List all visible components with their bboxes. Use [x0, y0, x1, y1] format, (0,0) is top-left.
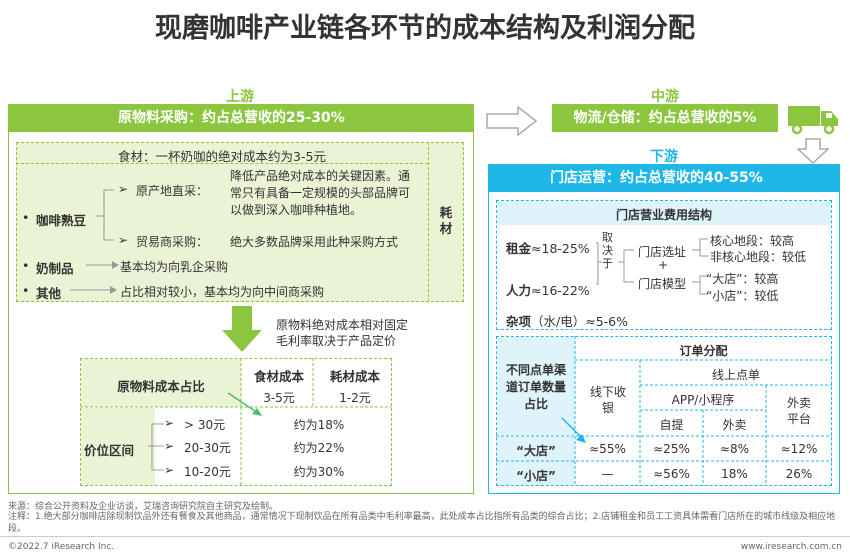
arrow-note-2: 毛利率取决于产品定价	[276, 334, 397, 348]
right-arrow-icon	[486, 106, 538, 136]
price-label-cell	[81, 408, 155, 485]
big-delivery: ≈8%	[719, 442, 750, 456]
rent-value: ≈18-25%	[531, 241, 590, 256]
platform-label: 外卖平台	[786, 396, 811, 426]
app-label: APP/小程序	[671, 393, 735, 407]
truck-icon	[788, 106, 838, 135]
delivery-label: 外卖	[722, 418, 747, 432]
small-offline: —	[601, 467, 614, 481]
small-delivery: 18%	[721, 467, 748, 481]
trader-label: 贸易商采购：	[136, 235, 209, 249]
big-store-row-label: “大店”	[516, 444, 556, 458]
big-offline: ≈55%	[589, 442, 626, 456]
direct-text: 降低产品绝对成本的关键因素。通常只有具备一定规模的头部品牌可以做到深入咖啡种植地…	[230, 169, 411, 217]
order-header: 订单分配	[679, 344, 728, 358]
big-self: ≈25%	[653, 442, 690, 456]
midstream-stage-label: 中游	[651, 89, 679, 105]
labor-label: 人力	[506, 283, 532, 298]
direct-label: 原产地直采：	[136, 184, 209, 198]
ingredients-panel	[16, 142, 464, 302]
cost-table	[80, 358, 392, 486]
small-store: “小店”：较低	[706, 289, 779, 303]
food-cost-value: 3-5元	[263, 391, 295, 405]
chevron-right-icon: ➢	[118, 233, 129, 247]
col-food-cost: 食材成本	[253, 369, 304, 384]
cost-table-title-cell	[81, 359, 241, 407]
chevron-right-icon: ➢	[164, 463, 175, 477]
price-range-1: > 30元	[184, 418, 226, 432]
chevron-right-icon: ➢	[164, 416, 175, 430]
bullet: •	[22, 283, 30, 298]
small-self: ≈56%	[653, 467, 690, 481]
price-range-label: 价位区间	[84, 443, 135, 458]
price-range-3: 10-20元	[184, 465, 231, 479]
store-model: 门店模型	[638, 277, 687, 291]
price-pct-2: 约为22%	[293, 441, 345, 455]
big-platform: ≈12%	[780, 442, 818, 456]
down-arrow-icon	[797, 138, 829, 164]
footer-divider	[0, 536, 850, 537]
downstream-stage-label: 下游	[650, 149, 678, 165]
noncore-area: 非核心地段：较低	[710, 250, 807, 264]
big-store: “大店”：较高	[706, 272, 779, 286]
source-note: 来源：综合公开资料及企业访谈，艾瑞咨询研究院自主研究及绘制。	[8, 502, 279, 512]
down-arrow-icon	[222, 306, 262, 352]
copyright: ©2022.7 iResearch Inc.	[8, 542, 115, 552]
site-url: www.iresearch.com.cn	[740, 542, 842, 552]
chevron-right-icon: ➢	[118, 182, 129, 196]
price-pct-3: 约为30%	[293, 465, 345, 479]
arrow-note-1: 原物料绝对成本相对固定	[276, 318, 409, 332]
misc-value: （水/电）≈5-6%	[531, 314, 628, 329]
misc-label: 杂项	[506, 314, 532, 329]
expense-header: 门店营业费用结构	[615, 208, 712, 222]
order-left-title: 不同点单渠道订单数量占比	[505, 363, 566, 411]
downstream-bar: 门店运营：约占总营收的40-55%	[488, 164, 840, 192]
page-title: 现磨咖啡产业链各环节的成本结构及利润分配	[155, 13, 695, 44]
expense-panel	[496, 200, 832, 330]
coffee-bean-label: 咖啡熟豆	[36, 213, 87, 228]
labor-row: 人力≈16-22%	[506, 280, 590, 299]
order-table	[496, 336, 832, 486]
expense-header-cell	[497, 201, 831, 225]
bullet: •	[22, 210, 30, 225]
trader-text: 绝大多数品牌采用此种采购方式	[230, 235, 399, 249]
consumables-divider	[428, 142, 429, 302]
small-platform: 26%	[785, 467, 813, 481]
labor-value: ≈16-22%	[531, 283, 590, 298]
misc-row: 杂项（水/电）≈5-6%	[506, 311, 628, 330]
ingredients-header-row	[16, 142, 428, 164]
small-store-row-label: “小店”	[516, 469, 556, 483]
bullet: •	[22, 258, 30, 273]
price-range-2: 20-30元	[184, 441, 231, 455]
consumables-label: 耗材	[439, 205, 453, 236]
ingredients-header: 食材：一杯奶咖的绝对成本约为3-5元	[118, 149, 326, 164]
other-text: 占比相对较小，基本均为向中间商采购	[120, 285, 325, 299]
dairy-text: 基本均为向乳企采购	[120, 260, 229, 274]
price-pct-1: 约为18%	[293, 418, 345, 432]
midstream-bar: 物流/仓储：约占总营收的5%	[552, 104, 778, 132]
dairy-label: 奶制品	[36, 261, 74, 276]
upstream-bar: 原物料采购：约占总营收的25-30%	[8, 104, 474, 132]
core-area: 核心地段：较高	[710, 234, 795, 248]
upstream-stage-label: 上游	[226, 89, 254, 105]
offline-label: 线下收银	[589, 385, 626, 415]
consumables-cost-value: 1-2元	[339, 391, 371, 405]
online-label: 线上点单	[711, 368, 760, 382]
rent-row: 租金≈18-25%	[506, 238, 590, 257]
rent-label: 租金	[506, 241, 532, 256]
depends-on-label: 取决于	[602, 231, 613, 270]
footnote: 注释：1.绝大部分咖啡店除现制饮品外还有餐食及其他商品，通常情况下现制饮品在所有…	[8, 512, 836, 534]
col-consumables-cost: 耗材成本	[329, 369, 380, 384]
site-selection: 门店选址	[638, 245, 687, 259]
plus-sign: +	[658, 258, 669, 272]
other-label: 其他	[36, 286, 62, 301]
chevron-right-icon: ➢	[164, 439, 175, 453]
cost-table-title: 原物料成本占比	[117, 379, 205, 394]
self-pickup-label: 自提	[659, 418, 684, 432]
